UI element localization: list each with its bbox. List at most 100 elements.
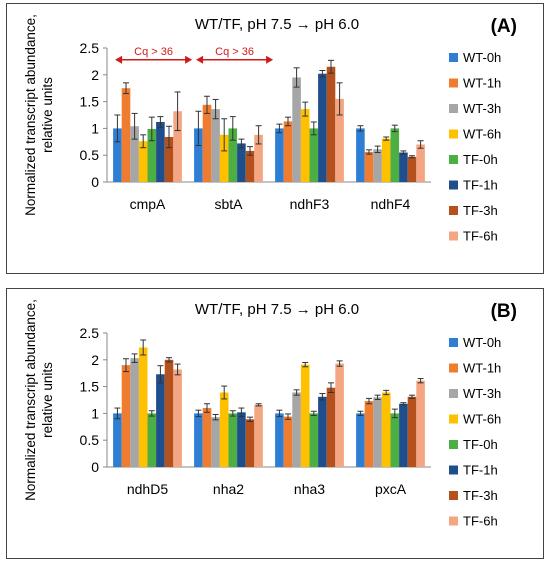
legend-swatch-wt-1h bbox=[449, 78, 458, 88]
x-tick-label-cmpa: cmpA bbox=[130, 196, 166, 212]
bar-tf-6h-pxca bbox=[416, 380, 425, 467]
legend-swatch-tf-0h bbox=[449, 440, 458, 449]
bar-wt-1h-pxca bbox=[364, 401, 374, 467]
bar-wt-3h-sbta bbox=[211, 109, 220, 182]
bar-tf-6h-ndhf3 bbox=[335, 98, 344, 182]
bar-wt-6h-pxca bbox=[381, 392, 391, 467]
bar-tf-3h-cmpa bbox=[164, 136, 174, 182]
legend-swatch-wt-1h bbox=[449, 363, 458, 373]
bar-tf-3h-nha3 bbox=[326, 387, 336, 467]
bar-wt-1h-nha3 bbox=[283, 416, 293, 467]
legend-swatch-wt-3h bbox=[449, 389, 458, 398]
bar-tf-0h-nha2 bbox=[228, 413, 238, 467]
legend-swatch-wt-3h bbox=[449, 104, 458, 113]
x-tick-label-nha2: nha2 bbox=[213, 481, 244, 497]
y-tick-label: 2.5 bbox=[80, 40, 100, 56]
bar-tf-1h-cmpa bbox=[156, 121, 165, 182]
bar-wt-3h-ndhf3 bbox=[292, 77, 301, 182]
bar-wt-6h-sbta bbox=[219, 134, 229, 182]
y-axis-label-line2: relative units bbox=[40, 362, 55, 438]
bar-wt-0h-ndhd5 bbox=[113, 413, 122, 467]
y-tick-label: 2 bbox=[91, 352, 99, 368]
bar-tf-6h-nha3 bbox=[335, 363, 344, 467]
chart-b-svg: WT/TF, pH 7.5 → pH 6.0 (B) Normalized tran… bbox=[23, 299, 517, 529]
legend-swatch-tf-3h bbox=[449, 491, 458, 500]
bar-wt-1h-ndhf4 bbox=[364, 151, 374, 182]
bar-wt-0h-cmpa bbox=[113, 128, 122, 182]
legend-label-tf-3h: TF-3h bbox=[463, 488, 498, 503]
y-tick-label: 1 bbox=[91, 120, 99, 136]
bar-wt-3h-cmpa bbox=[130, 126, 139, 182]
chart-panel-a: WT/TF, pH 7.5 → pH 6.0 (A) Normalized tran… bbox=[6, 3, 544, 274]
bar-tf-3h-ndhf3 bbox=[326, 66, 336, 182]
y-axis-label-line1: Normalized transcript abundance, bbox=[23, 14, 38, 216]
bar-wt-1h-nha2 bbox=[202, 408, 212, 467]
bar-tf-1h-sbta bbox=[237, 143, 246, 182]
bar-wt-3h-ndhd5 bbox=[130, 358, 139, 467]
bar-wt-6h-ndhd5 bbox=[138, 347, 148, 467]
bar-tf-0h-cmpa bbox=[147, 128, 157, 182]
legend-label-wt-1h: WT-1h bbox=[463, 76, 501, 91]
legend-label-wt-6h: WT-6h bbox=[463, 127, 501, 142]
bar-wt-3h-ndhf4 bbox=[373, 149, 382, 182]
bar-tf-1h-ndhd5 bbox=[156, 374, 165, 467]
legend-label-wt-3h: WT-3h bbox=[463, 386, 501, 401]
bar-wt-0h-sbta bbox=[194, 128, 203, 182]
bar-wt-0h-ndhf4 bbox=[356, 128, 365, 182]
x-tick-label-pxca: pxcA bbox=[375, 481, 407, 497]
bar-wt-6h-ndhf4 bbox=[381, 138, 391, 182]
x-tick-label-ndhf3: ndhF3 bbox=[290, 196, 330, 212]
bar-wt-0h-ndhf3 bbox=[275, 128, 284, 182]
y-axis-label: Normalized transcript abundance, relative… bbox=[23, 299, 55, 501]
bar-wt-0h-nha2 bbox=[194, 413, 203, 467]
bar-wt-1h-sbta bbox=[202, 104, 212, 182]
legend-label-tf-1h: TF-1h bbox=[463, 463, 498, 478]
panel-label: (A) bbox=[491, 16, 517, 37]
y-tick-label: 1.5 bbox=[80, 379, 100, 395]
y-tick-label: 1.5 bbox=[80, 94, 100, 110]
bar-tf-0h-ndhf4 bbox=[390, 128, 400, 182]
legend-swatch-tf-1h bbox=[449, 180, 458, 190]
legend-label-wt-6h: WT-6h bbox=[463, 412, 501, 427]
legend-swatch-wt-0h bbox=[449, 53, 458, 62]
y-axis-label: Normalized transcript abundance, relative… bbox=[23, 14, 55, 216]
y-tick-label: 0 bbox=[91, 459, 99, 475]
y-axis-label-line2: relative units bbox=[40, 77, 55, 153]
bar-tf-3h-nha2 bbox=[245, 419, 255, 467]
bar-wt-6h-nha3 bbox=[300, 364, 310, 467]
bar-wt-3h-nha2 bbox=[211, 417, 220, 467]
bar-tf-1h-nha2 bbox=[237, 412, 246, 467]
bar-tf-0h-sbta bbox=[228, 128, 238, 182]
bar-tf-0h-nha3 bbox=[309, 413, 319, 467]
bar-wt-1h-ndhd5 bbox=[121, 365, 131, 467]
legend-swatch-wt-0h bbox=[449, 338, 458, 347]
bar-wt-3h-pxca bbox=[373, 397, 382, 467]
legend-label-tf-0h: TF-0h bbox=[463, 152, 498, 167]
bar-tf-3h-ndhf4 bbox=[407, 156, 417, 182]
bar-tf-6h-nha2 bbox=[254, 404, 263, 467]
legend-label-tf-0h: TF-0h bbox=[463, 437, 498, 452]
bar-wt-6h-ndhf3 bbox=[300, 109, 310, 182]
bar-tf-6h-ndhf4 bbox=[416, 144, 425, 182]
annotation-arrow-head-left bbox=[115, 55, 123, 64]
annotation-arrow-head-left bbox=[196, 55, 204, 64]
legend-swatch-tf-1h bbox=[449, 465, 458, 475]
chart-panel-b: WT/TF, pH 7.5 → pH 6.0 (B) Normalized tran… bbox=[6, 288, 544, 559]
legend-label-tf-1h: TF-1h bbox=[463, 178, 498, 193]
bar-wt-6h-nha2 bbox=[219, 392, 229, 467]
bar-tf-0h-pxca bbox=[390, 413, 400, 467]
chart-a-svg: WT/TF, pH 7.5 → pH 6.0 (A) Normalized tran… bbox=[23, 14, 517, 243]
annotation-arrow-head-right bbox=[185, 55, 193, 64]
legend-label-tf-6h: TF-6h bbox=[463, 514, 498, 529]
legend-label-tf-3h: TF-3h bbox=[463, 203, 498, 218]
legend-swatch-tf-6h bbox=[449, 231, 458, 241]
legend-label-wt-0h: WT-0h bbox=[463, 50, 501, 65]
chart-title: WT/TF, pH 7.5 → pH 6.0 bbox=[195, 16, 359, 33]
legend-swatch-wt-6h bbox=[449, 414, 458, 424]
x-tick-label-ndhd5: ndhD5 bbox=[127, 481, 168, 497]
bar-tf-6h-sbta bbox=[254, 134, 263, 182]
y-tick-label: 0 bbox=[91, 174, 99, 190]
y-tick-label: 0.5 bbox=[80, 147, 100, 163]
legend-swatch-wt-6h bbox=[449, 129, 458, 139]
bar-tf-6h-ndhd5 bbox=[173, 369, 182, 467]
